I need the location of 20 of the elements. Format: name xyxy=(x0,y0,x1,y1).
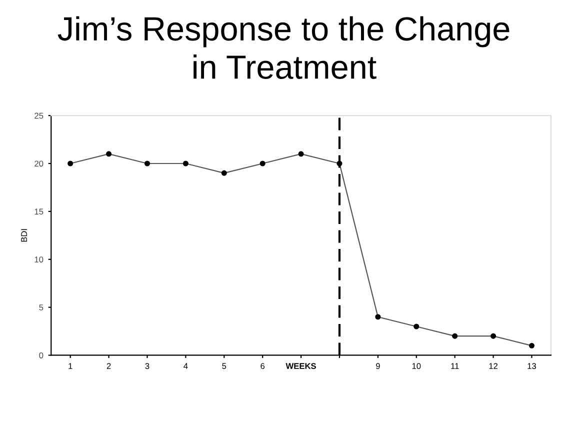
y-tick-label: 5 xyxy=(39,304,44,310)
chart-title: Jim’s Response to the Change in Treatment xyxy=(58,16,510,80)
x-tick-label: 4 xyxy=(184,363,188,369)
x-tick-label: 10 xyxy=(412,363,421,369)
x-tick-label: 13 xyxy=(528,363,536,369)
x-tick-label: 2 xyxy=(106,363,111,369)
x-tick-label: 9 xyxy=(376,363,380,369)
y-tick-label: 15 xyxy=(34,208,44,215)
y-tick-label: 0 xyxy=(39,352,44,358)
x-tick-label: 5 xyxy=(222,363,226,369)
x-tick-label: 3 xyxy=(145,363,150,369)
y-tick-label: 20 xyxy=(34,160,44,167)
x-tick-label: WEEKS xyxy=(286,363,316,369)
x-tick-label: 6 xyxy=(260,363,265,369)
y-tick-label: 25 xyxy=(34,112,44,119)
y-axis-title: BDI xyxy=(21,229,27,242)
y-tick-label: 10 xyxy=(34,256,44,262)
x-tick-label: 12 xyxy=(489,363,498,369)
x-tick-label: 11 xyxy=(451,363,459,369)
x-tick-label: 1 xyxy=(68,363,72,369)
